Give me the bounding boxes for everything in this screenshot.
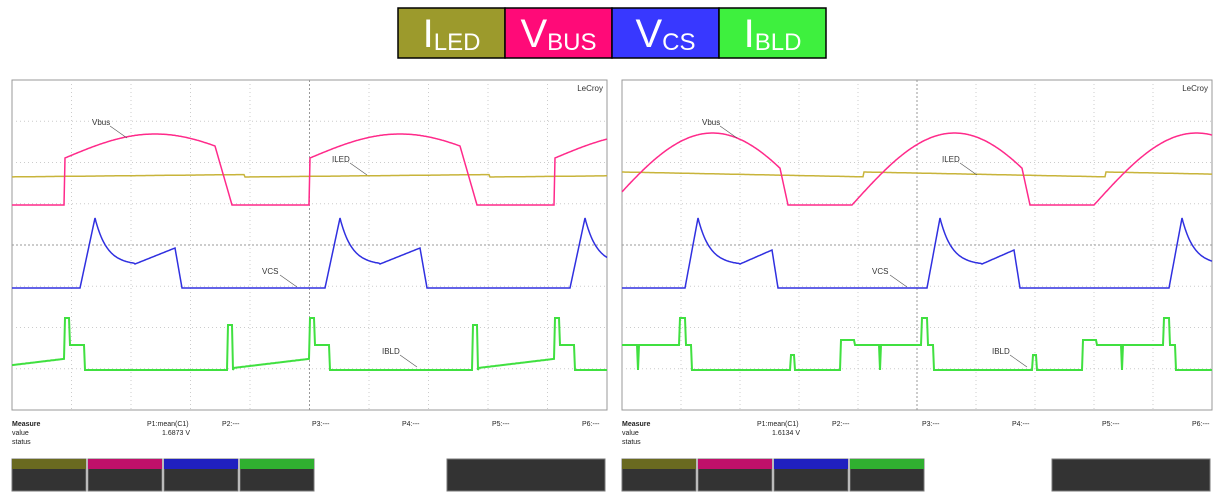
- measure-param: P6:---: [582, 421, 600, 428]
- label-pointer: [719, 125, 738, 139]
- measure-p1-value: 1.6134 V: [772, 430, 800, 437]
- legend-sub: BLD: [755, 29, 802, 56]
- trace-label: VCS: [872, 267, 888, 276]
- legend-label: IBLD: [744, 12, 802, 57]
- measure-param: P5:---: [492, 421, 510, 428]
- trace-label: IBLD: [382, 347, 400, 356]
- legend-label: ILED: [423, 12, 481, 57]
- label-pointer: [109, 125, 128, 139]
- channel-head: [850, 459, 924, 469]
- trace-label: IBLD: [992, 347, 1010, 356]
- channel-head: [774, 459, 848, 469]
- trace-label: Vbus: [702, 118, 720, 127]
- measure-row: value: [622, 430, 639, 437]
- measure-param: P3:---: [922, 421, 940, 428]
- legend-label: VCS: [635, 12, 695, 57]
- timebase-box: [1051, 458, 1211, 492]
- measure-param: P4:---: [402, 421, 420, 428]
- measure-title: Measure: [622, 421, 651, 428]
- trace: [622, 317, 1212, 371]
- measure-param: P4:---: [1012, 421, 1030, 428]
- label-pointer: [349, 162, 368, 176]
- trace-label: VCS: [262, 267, 278, 276]
- channel-head: [622, 459, 696, 469]
- legend-sub: CS: [662, 29, 695, 56]
- trace-label: ILED: [942, 155, 960, 164]
- measure-param: P3:---: [312, 421, 330, 428]
- measure-p1: P1:mean(C1): [757, 421, 799, 428]
- measure-param: P5:---: [1102, 421, 1120, 428]
- legend-sub: LED: [434, 29, 481, 56]
- trace: [622, 171, 1212, 178]
- legend-sub: BUS: [547, 29, 596, 56]
- legend-swatch: [718, 7, 827, 59]
- trace: [622, 217, 1213, 289]
- label-pointer: [959, 162, 978, 176]
- measure-param: P2:---: [222, 421, 240, 428]
- scope-brand: LeCroy: [1182, 84, 1208, 93]
- measure-row: status: [622, 439, 641, 446]
- label-pointer: [399, 354, 418, 368]
- channel-head: [698, 459, 772, 469]
- legend-main: I: [423, 12, 434, 56]
- trace-label: Vbus: [92, 118, 110, 127]
- scope-brand: LeCroy: [577, 84, 603, 93]
- legend-main: V: [520, 12, 547, 56]
- channel-head: [12, 459, 86, 469]
- trace-label: ILED: [332, 155, 350, 164]
- legend-label: VBUS: [520, 12, 596, 57]
- trace: [11, 317, 607, 371]
- label-pointer: [279, 274, 298, 288]
- trace: [12, 217, 608, 289]
- channel-head: [164, 459, 238, 469]
- legend-main: V: [635, 12, 662, 56]
- measure-title: Measure: [12, 421, 41, 428]
- trace: [621, 132, 1213, 206]
- legend-swatch: [397, 7, 506, 59]
- channel-head: [240, 459, 314, 469]
- measure-param: P6:---: [1192, 421, 1210, 428]
- timebase-box: [446, 458, 606, 492]
- measure-param: P2:---: [832, 421, 850, 428]
- measure-row: status: [12, 439, 31, 446]
- measure-row: value: [12, 430, 29, 437]
- label-pointer: [1009, 354, 1028, 368]
- measure-p1: P1:mean(C1): [147, 421, 189, 428]
- measure-p1-value: 1.6873 V: [162, 430, 190, 437]
- label-pointer: [889, 274, 908, 288]
- trace: [12, 133, 608, 206]
- channel-head: [88, 459, 162, 469]
- legend-main: I: [744, 12, 755, 56]
